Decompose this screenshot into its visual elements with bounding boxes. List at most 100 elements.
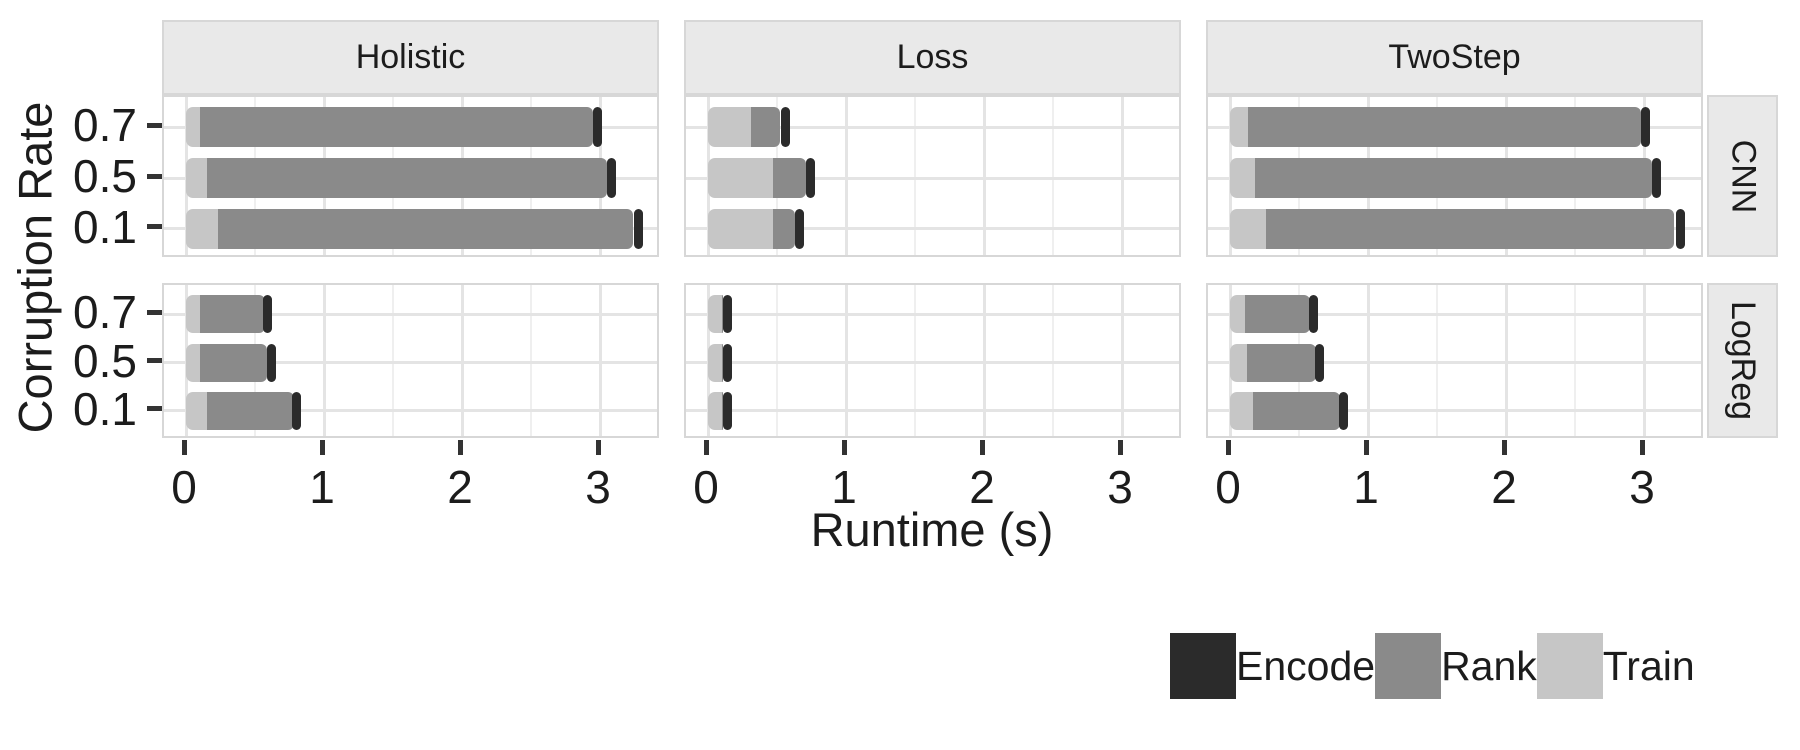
stacked-bar-cnn-loss-0.5 <box>708 158 815 198</box>
bar-segment-encode <box>263 295 273 334</box>
bar-segment-rank <box>206 391 294 430</box>
x-axis-title: Runtime (s) <box>810 503 1054 556</box>
legend: Encode Rank Train <box>1170 630 1695 702</box>
bar-segment-train <box>186 391 207 430</box>
bar-segment-rank <box>199 343 268 382</box>
bar-segment-train <box>186 295 200 334</box>
x-tick-label: 3 <box>585 461 611 513</box>
bar-segment-encode <box>1338 391 1348 430</box>
bar-segment-train <box>1230 158 1255 198</box>
x-tick-label: 3 <box>1629 461 1655 513</box>
stacked-bar-logreg-holistic-0.7 <box>186 295 273 334</box>
x-tick <box>595 440 601 455</box>
x-tick <box>1117 440 1123 455</box>
x-tick <box>1501 440 1507 455</box>
panel-logreg-twostep <box>1206 283 1703 438</box>
bar-segment-encode <box>794 208 804 249</box>
bar-segment-rank <box>772 158 806 198</box>
bar-segment-train <box>1230 391 1254 430</box>
major-gridline <box>982 97 986 255</box>
category-gridline <box>164 409 657 413</box>
major-gridline <box>322 285 326 436</box>
category-gridline <box>686 227 1179 231</box>
stacked-bar-cnn-loss-0.7 <box>708 107 791 148</box>
x-tick-label: 2 <box>969 461 995 513</box>
stacked-bar-logreg-twostep-0.1 <box>1230 391 1348 430</box>
bar-segment-rank <box>199 295 265 334</box>
bar-segment-encode <box>723 295 733 334</box>
bar-segment-encode <box>723 343 733 382</box>
bar-segment-encode <box>1675 208 1685 249</box>
y-tick-label: 0.7 <box>73 99 137 152</box>
panel-cnn-twostep <box>1206 95 1703 257</box>
legend-key-rank <box>1375 633 1442 699</box>
stacked-bar-cnn-twostep-0.5 <box>1230 158 1662 198</box>
bar-segment-train <box>708 343 722 382</box>
minor-gridline <box>1574 285 1576 436</box>
bar-segment-train <box>1230 343 1247 382</box>
bar-segment-rank <box>1247 107 1642 148</box>
y-tick-label: 0.1 <box>73 382 137 435</box>
stacked-bar-logreg-twostep-0.5 <box>1230 343 1325 382</box>
stacked-bar-cnn-loss-0.1 <box>708 208 804 249</box>
y-tick <box>147 309 162 315</box>
minor-gridline <box>1052 97 1054 255</box>
col-facet-strip-holistic: Holistic <box>162 20 659 95</box>
stacked-bar-cnn-holistic-0.5 <box>186 158 616 198</box>
category-gridline <box>164 312 657 316</box>
y-tick <box>147 122 162 128</box>
col-facet-strip-loss: Loss <box>684 20 1181 95</box>
bar-segment-encode <box>1652 158 1662 198</box>
y-tick <box>147 224 162 230</box>
bar-segment-train <box>186 107 200 148</box>
bar-segment-train <box>186 158 207 198</box>
y-tick <box>147 406 162 412</box>
minor-gridline <box>530 285 532 436</box>
x-tick-label: 1 <box>1353 461 1379 513</box>
stacked-bar-logreg-holistic-0.5 <box>186 343 277 382</box>
panel-logreg-holistic <box>162 283 659 438</box>
col-facet-label: TwoStep <box>1388 38 1521 76</box>
bar-segment-encode <box>606 158 616 198</box>
x-tick <box>457 440 463 455</box>
stacked-bar-logreg-holistic-0.1 <box>186 391 302 430</box>
x-tick-label: 1 <box>309 461 335 513</box>
bar-segment-encode <box>805 158 815 198</box>
category-gridline <box>686 125 1179 129</box>
bar-segment-encode <box>1641 107 1651 148</box>
bar-segment-rank <box>206 158 607 198</box>
stacked-bar-logreg-twostep-0.7 <box>1230 295 1318 334</box>
bar-segment-train <box>708 107 751 148</box>
bar-segment-rank <box>750 107 780 148</box>
bar-segment-rank <box>217 208 634 249</box>
category-gridline <box>686 361 1179 364</box>
panel-cnn-holistic <box>162 95 659 257</box>
major-gridline <box>1120 97 1124 255</box>
stacked-bar-cnn-twostep-0.7 <box>1230 107 1651 148</box>
x-tick-label: 1 <box>831 461 857 513</box>
stacked-bar-cnn-holistic-0.1 <box>186 208 644 249</box>
stacked-bar-logreg-loss-0.7 <box>708 295 733 334</box>
bar-segment-encode <box>1308 295 1318 334</box>
x-tick <box>319 440 325 455</box>
category-gridline <box>686 176 1179 180</box>
major-gridline <box>460 285 464 436</box>
minor-gridline <box>392 285 394 436</box>
x-tick-label: 0 <box>1215 461 1241 513</box>
major-gridline <box>844 285 848 436</box>
bar-segment-train <box>1230 208 1266 249</box>
row-facet-strip-logreg: LogReg <box>1707 283 1778 438</box>
major-gridline <box>1504 285 1508 436</box>
x-tick <box>181 440 187 455</box>
stacked-bar-cnn-holistic-0.7 <box>186 107 602 148</box>
y-tick-label: 0.5 <box>73 150 137 202</box>
bar-segment-train <box>1230 295 1246 334</box>
category-gridline <box>686 312 1179 316</box>
bar-segment-train <box>708 295 722 334</box>
major-gridline <box>844 97 848 255</box>
y-tick-label: 0.5 <box>73 334 137 387</box>
stacked-bar-logreg-loss-0.5 <box>708 343 733 382</box>
category-gridline <box>164 361 657 364</box>
bar-segment-encode <box>292 391 302 430</box>
